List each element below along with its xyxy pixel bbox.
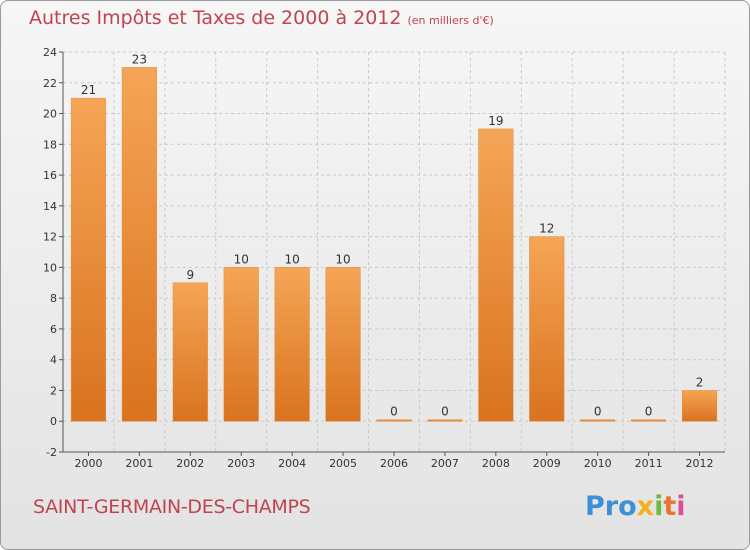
x-tick-label: 2000 <box>74 457 102 470</box>
y-tick-label: 22 <box>43 77 57 90</box>
x-tick-label: 2005 <box>329 457 357 470</box>
data-label: 0 <box>594 405 602 419</box>
x-tick-label: 2006 <box>380 457 408 470</box>
y-tick-label: 12 <box>43 231 57 244</box>
data-label: 10 <box>335 252 350 266</box>
logo-part: x <box>636 491 655 522</box>
y-tick-label: 18 <box>43 138 57 151</box>
data-label: 9 <box>186 268 194 282</box>
data-label: 2 <box>696 375 704 389</box>
data-label: 10 <box>285 252 300 266</box>
data-label: 12 <box>539 222 554 236</box>
x-tick-label: 2003 <box>227 457 255 470</box>
logo-part: i <box>676 491 686 522</box>
y-tick-label: 0 <box>50 415 57 428</box>
bar <box>223 267 259 422</box>
x-tick-label: 2012 <box>686 457 714 470</box>
logo-part: Pro <box>585 491 637 522</box>
bar <box>325 267 361 422</box>
data-label: 0 <box>390 405 398 419</box>
bar <box>172 282 208 422</box>
y-tick-label: 16 <box>43 169 57 182</box>
logo-part: i <box>654 491 664 522</box>
bar <box>121 67 157 422</box>
proxiti-logo: Proxiti <box>585 491 686 522</box>
x-tick-label: 2007 <box>431 457 459 470</box>
data-label: 19 <box>488 114 503 128</box>
bar <box>274 267 310 422</box>
bar <box>427 419 463 422</box>
bar <box>580 419 616 422</box>
y-tick-label: 10 <box>43 261 57 274</box>
bar <box>70 97 107 422</box>
commune-name: SAINT-GERMAIN-DES-CHAMPS <box>33 496 311 518</box>
y-tick-label: 4 <box>50 354 57 367</box>
y-tick-label: 6 <box>50 323 57 336</box>
x-tick-label: 2004 <box>278 457 306 470</box>
x-tick-label: 2001 <box>125 457 153 470</box>
x-tick-label: 2010 <box>584 457 612 470</box>
chart-title: Autres Impôts et Taxes de 2000 à 2012 (en… <box>29 7 494 29</box>
y-tick-label: 24 <box>43 46 57 59</box>
x-tick-label: 2009 <box>533 457 561 470</box>
chart-title-unit: (en milliers d'€) <box>407 14 494 27</box>
x-tick-label: 2002 <box>176 457 204 470</box>
y-tick-label: -2 <box>46 446 57 459</box>
x-tick-label: 2008 <box>482 457 510 470</box>
bar <box>631 419 667 422</box>
bar <box>529 236 565 422</box>
logo-part: t <box>663 491 677 522</box>
y-tick-label: 8 <box>50 292 57 305</box>
bar <box>376 419 412 422</box>
data-label: 0 <box>441 405 449 419</box>
data-label: 0 <box>645 405 653 419</box>
data-label: 23 <box>132 52 147 66</box>
data-label: 10 <box>234 252 249 266</box>
data-label: 21 <box>81 83 96 97</box>
bar <box>681 390 718 422</box>
chart-title-text: Autres Impôts et Taxes de 2000 à 2012 <box>29 7 402 29</box>
bar <box>478 128 514 422</box>
x-tick-label: 2011 <box>635 457 663 470</box>
y-tick-label: 14 <box>43 200 57 213</box>
y-tick-label: 20 <box>43 108 57 121</box>
y-tick-label: 2 <box>50 384 57 397</box>
